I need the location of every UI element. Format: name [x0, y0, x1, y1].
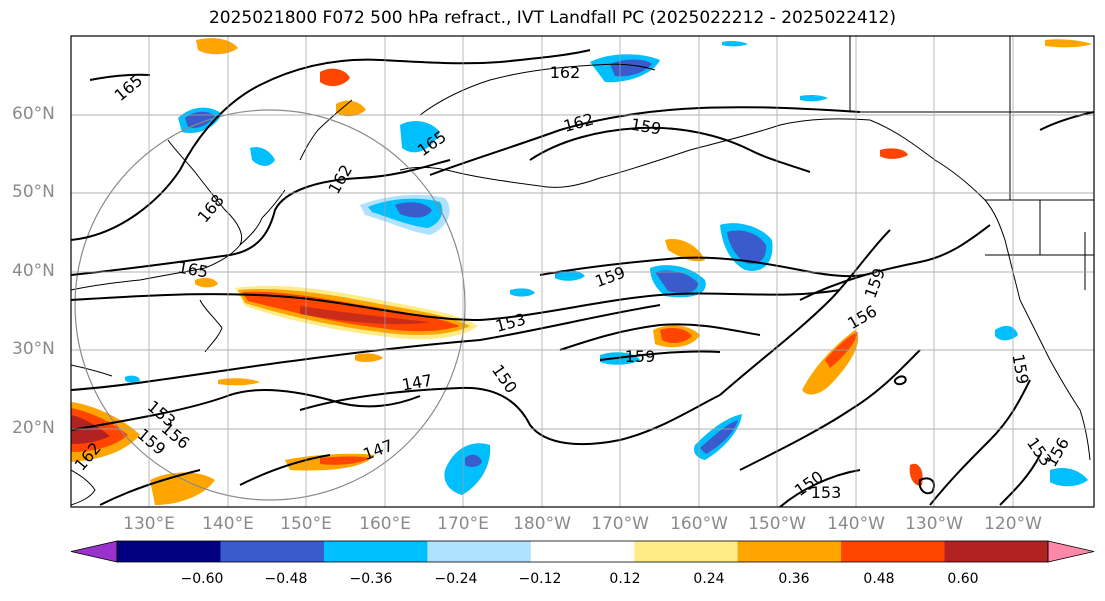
lon-label-140w: 140°W: [827, 514, 885, 534]
lon-label-120w: 120°W: [984, 514, 1042, 534]
lon-label-140e: 140°E: [202, 514, 254, 534]
gridlines: [71, 36, 1094, 507]
colorbar-segment: [841, 541, 946, 562]
colorbar-tick: −0.36: [349, 571, 393, 587]
colorbar-segment: [944, 541, 1049, 562]
colorbar-segment: [530, 541, 635, 562]
lon-label-150e: 150°E: [280, 514, 332, 534]
colorbar-tick: −0.12: [518, 571, 562, 587]
colorbar-segment: [117, 541, 221, 562]
lon-label-150w: 150°W: [748, 514, 806, 534]
lon-label-160w: 160°W: [670, 514, 728, 534]
colorbar-segment: [427, 541, 532, 562]
lat-label-50n: 50°N: [12, 182, 55, 202]
lon-label-160e: 160°E: [359, 514, 411, 534]
colorbar-tick: 0.60: [947, 571, 979, 587]
lat-label-30n: 30°N: [12, 339, 55, 359]
colorbar-tick: −0.24: [434, 571, 478, 587]
colorbar-tick: 0.48: [863, 571, 895, 587]
colorbar: [70, 540, 1095, 563]
lat-label-40n: 40°N: [12, 261, 55, 281]
colorbar-tick: 0.36: [778, 571, 810, 587]
colorbar-tick: 0.12: [609, 571, 641, 587]
colorbar-tick: 0.24: [693, 571, 725, 587]
contour-label: 159: [625, 347, 656, 366]
contour-label: 162: [550, 63, 581, 82]
colorbar-segment: [737, 541, 842, 562]
lon-label-170e: 170°E: [437, 514, 489, 534]
colorbar-segment: [220, 541, 325, 562]
lat-label-60n: 60°N: [12, 104, 55, 124]
colorbar-frame: [116, 540, 1049, 563]
map-title: 2025021800 F072 500 hPa refract., IVT La…: [208, 8, 896, 28]
colorbar-tick: −0.48: [264, 571, 308, 587]
colorbar-left-extension: [70, 540, 118, 563]
lon-label-130w: 130°W: [905, 514, 963, 534]
lat-label-20n: 20°N: [12, 418, 55, 438]
reference-circle: [74, 109, 466, 501]
shaded-anomaly-fields: [71, 38, 1092, 505]
colorbar-right-extension: [1047, 540, 1095, 563]
lon-label-180w: 180°W: [513, 514, 571, 534]
contour-label: 153: [811, 483, 842, 502]
lon-label-130e: 130°E: [123, 514, 175, 534]
lon-label-170w: 170°W: [591, 514, 649, 534]
colorbar-segment: [634, 541, 739, 562]
colorbar-segment: [323, 541, 428, 562]
colorbar-tick: −0.60: [180, 571, 224, 587]
map-frame: [70, 35, 1095, 508]
